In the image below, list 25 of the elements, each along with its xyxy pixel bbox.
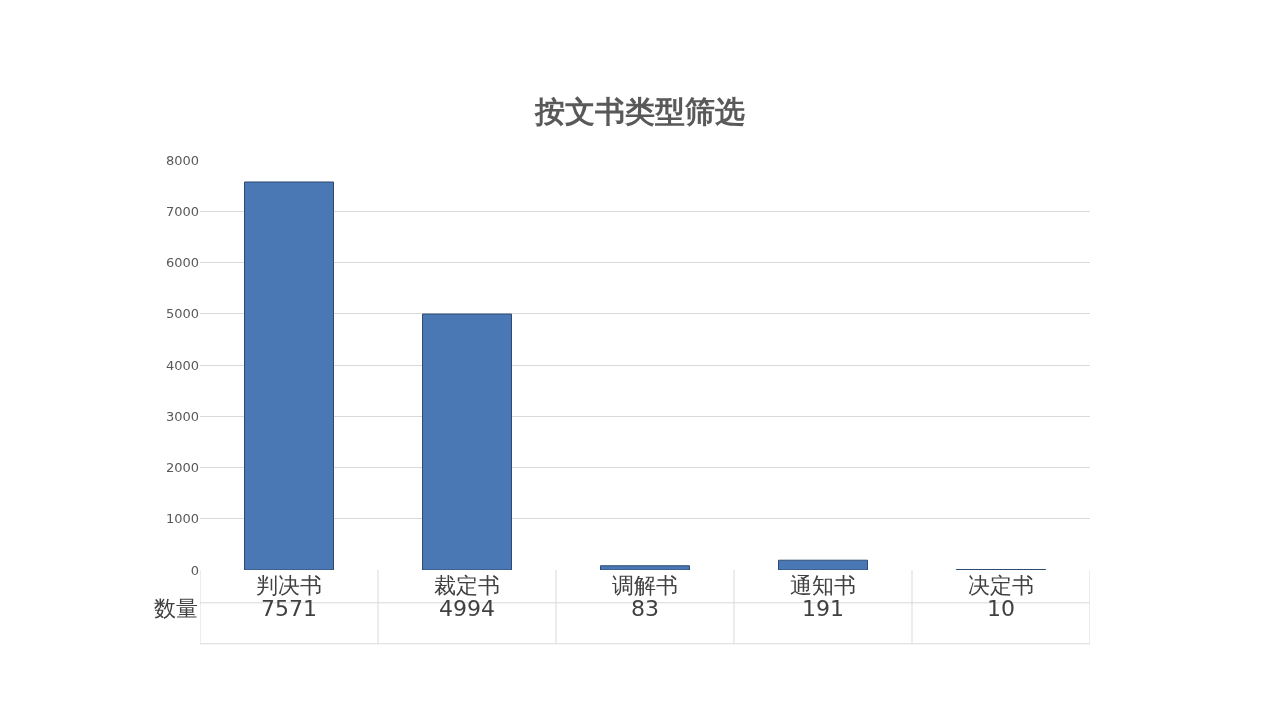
x-tick-label: 调解书 bbox=[612, 573, 678, 598]
bar bbox=[422, 313, 512, 570]
bar bbox=[778, 559, 868, 570]
text: 数量 bbox=[154, 596, 198, 621]
x-tick-label: 裁定书 bbox=[434, 573, 500, 598]
data-label: 4994 bbox=[439, 596, 495, 621]
y-tick-label: 1000 bbox=[165, 511, 199, 527]
y-tick-label: 6000 bbox=[165, 255, 199, 271]
chart-title: 按文书类型筛选 bbox=[534, 93, 745, 129]
data-label: 10 bbox=[987, 596, 1015, 621]
x-tick-label: 决定书 bbox=[968, 573, 1034, 598]
y-tick-label: 0 bbox=[190, 562, 199, 578]
bar bbox=[244, 181, 334, 570]
data-label: 83 bbox=[631, 596, 659, 621]
y-tick-label: 7000 bbox=[165, 203, 199, 219]
y-tick-label: 8000 bbox=[165, 152, 199, 168]
y-tick-label: 2000 bbox=[165, 460, 199, 476]
bar bbox=[600, 565, 690, 570]
x-tick-label: 通知书 bbox=[790, 573, 856, 598]
y-tick-label: 3000 bbox=[165, 408, 199, 424]
data-label: 191 bbox=[802, 596, 844, 621]
y-tick-label: 4000 bbox=[165, 357, 199, 373]
data-label: 7571 bbox=[261, 596, 317, 621]
y-tick-label: 5000 bbox=[165, 306, 199, 322]
x-tick-label: 判决书 bbox=[256, 573, 322, 598]
